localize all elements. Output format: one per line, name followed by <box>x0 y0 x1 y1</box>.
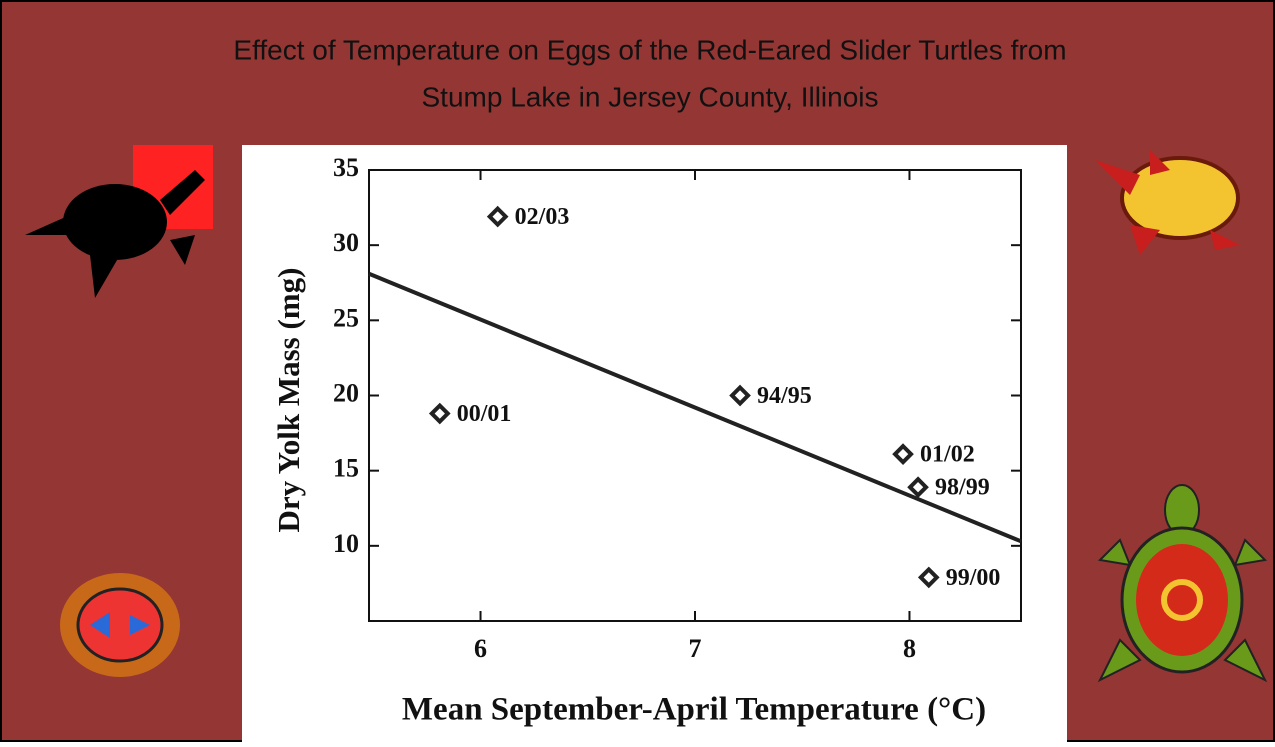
x-axis-label: Mean September-April Temperature (°C) <box>402 692 986 728</box>
point <box>729 384 751 407</box>
y-tick-label: 30 <box>333 228 359 257</box>
point <box>917 566 940 589</box>
point-label: 94/95 <box>757 383 812 409</box>
point <box>486 205 509 228</box>
x-tick-label: 7 <box>689 634 702 663</box>
point-label: 98/99 <box>935 475 990 501</box>
point-label: 02/03 <box>515 204 570 230</box>
point <box>428 402 451 425</box>
y-axis-label: Dry Yolk Mass (mg) <box>271 268 306 533</box>
chart-panel <box>242 145 1067 742</box>
point <box>907 476 929 499</box>
title-line: Effect of Temperature on Eggs of the Red… <box>233 34 1066 65</box>
x-tick-label: 6 <box>474 634 487 663</box>
turtle-icon <box>60 573 180 677</box>
turtle-icon <box>25 145 213 298</box>
turtle-icon <box>1097 484 1268 683</box>
y-tick-label: 10 <box>333 529 359 558</box>
y-tick-label: 25 <box>333 303 359 332</box>
point-label: 01/02 <box>920 442 975 468</box>
y-tick-label: 20 <box>333 378 359 407</box>
title-line: Stump Lake in Jersey County, Illinois <box>421 81 878 112</box>
turtle-icon <box>1095 150 1240 255</box>
trend-line <box>368 271 1022 544</box>
y-tick-label: 15 <box>333 454 359 483</box>
point-label: 99/00 <box>946 565 1001 591</box>
x-tick-label: 8 <box>903 634 916 663</box>
point-label: 00/01 <box>457 401 512 427</box>
y-tick-label: 35 <box>333 153 359 182</box>
point <box>892 443 914 465</box>
